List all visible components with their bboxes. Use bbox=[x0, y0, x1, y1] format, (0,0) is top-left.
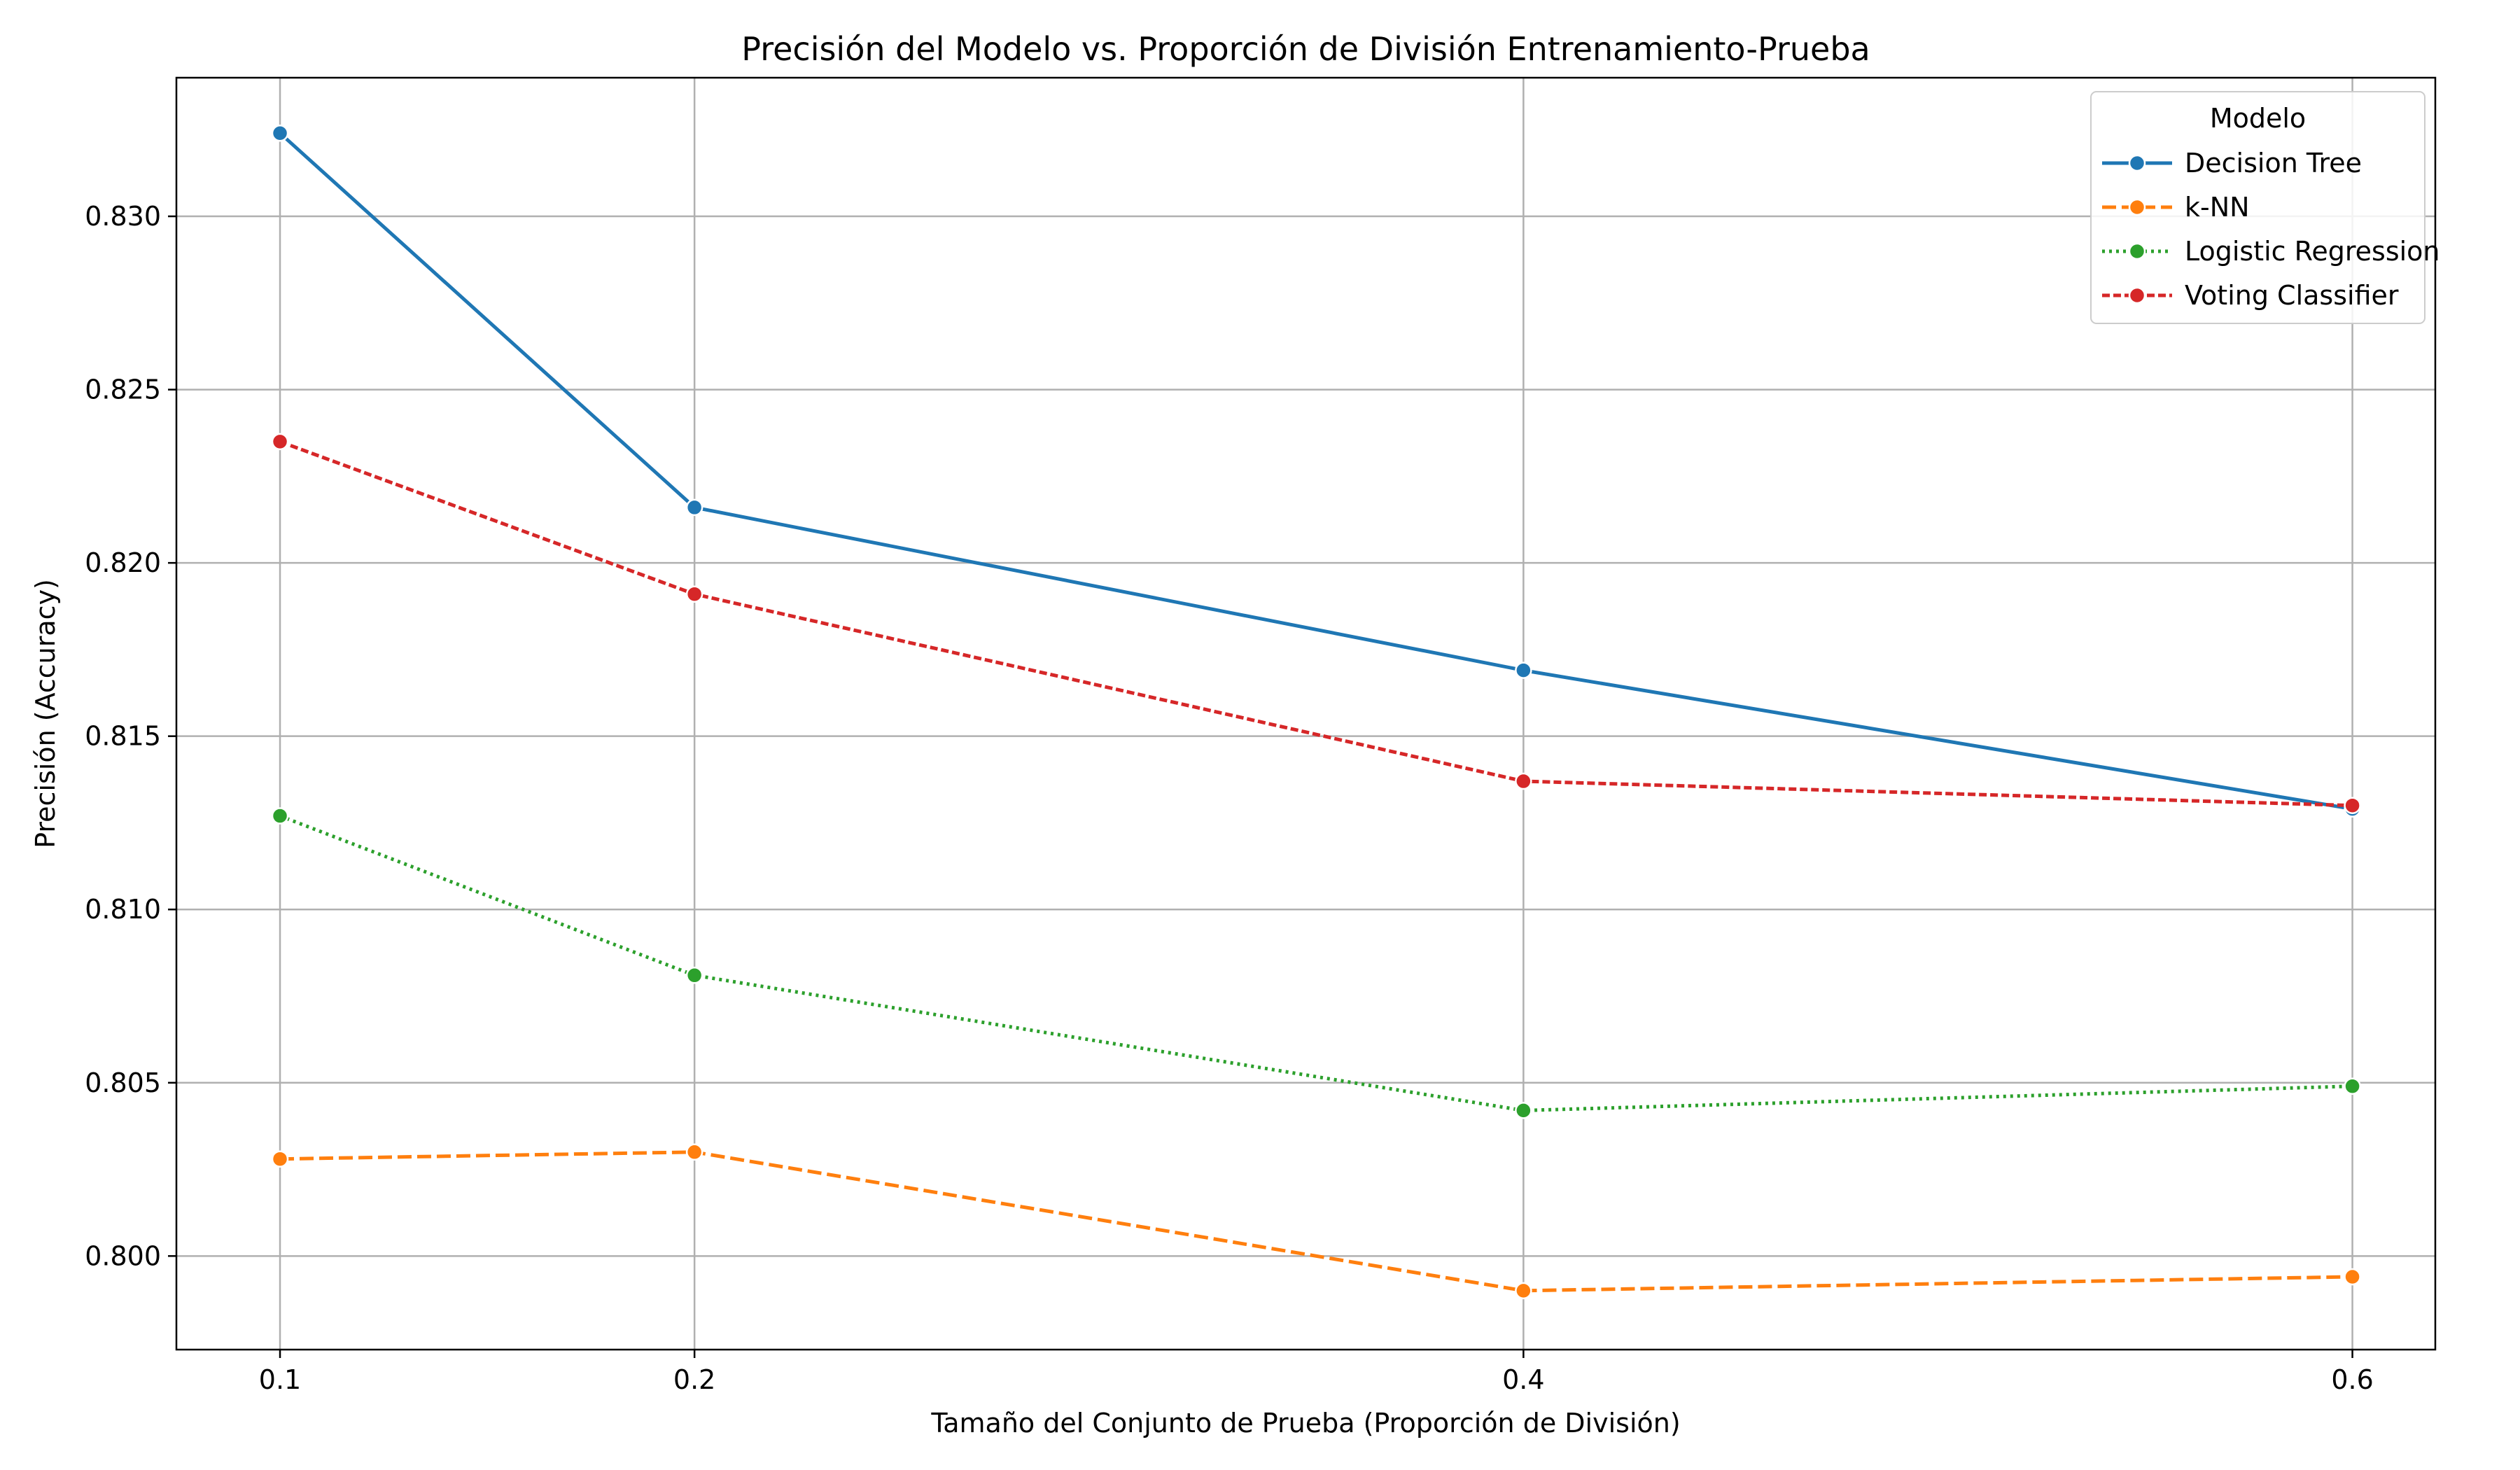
data-point-voting-classifier bbox=[685, 585, 704, 603]
data-point-logistic-regression bbox=[271, 807, 289, 825]
data-point-decision-tree bbox=[271, 124, 289, 142]
legend-label-k-nn: k-NN bbox=[2185, 192, 2250, 223]
x-tick-label: 0.4 bbox=[1502, 1364, 1544, 1395]
y-tick-label: 0.805 bbox=[85, 1068, 161, 1098]
legend-label-logistic-regression: Logistic Regression bbox=[2185, 236, 2440, 267]
y-tick-label: 0.815 bbox=[85, 721, 161, 752]
x-tick-label: 0.2 bbox=[673, 1364, 715, 1395]
grid-layer bbox=[176, 78, 2435, 1350]
data-point-logistic-regression bbox=[2344, 1077, 2361, 1095]
x-tick-label: 0.1 bbox=[259, 1364, 301, 1395]
series-line-logistic-regression bbox=[279, 814, 2353, 1112]
legend-label-voting-classifier: Voting Classifier bbox=[2185, 280, 2399, 311]
series-lines-layer bbox=[279, 132, 2353, 1293]
data-point-voting-classifier bbox=[271, 433, 289, 451]
series-line-voting-classifier bbox=[279, 440, 2353, 808]
legend-marker-voting-classifier bbox=[2128, 286, 2146, 304]
data-point-k-nn bbox=[271, 1150, 289, 1168]
y-axis-label: Precisión (Accuracy) bbox=[30, 579, 61, 848]
data-point-decision-tree bbox=[685, 498, 704, 517]
legend-title: Modelo bbox=[2210, 103, 2306, 134]
data-point-logistic-regression bbox=[685, 967, 704, 984]
y-tick-label: 0.800 bbox=[85, 1240, 161, 1271]
legend-item-logistic-regression: Logistic Regression bbox=[2102, 236, 2440, 267]
legend-box bbox=[2090, 91, 2426, 324]
data-point-voting-classifier bbox=[1515, 772, 1532, 790]
data-point-k-nn bbox=[685, 1143, 704, 1161]
legend-item-decision-tree: Decision Tree bbox=[2102, 148, 2362, 178]
series-markers-layer bbox=[271, 124, 2361, 1300]
y-tick-label: 0.825 bbox=[85, 374, 161, 405]
data-point-logistic-regression bbox=[1515, 1102, 1532, 1119]
legend-item-voting-classifier: Voting Classifier bbox=[2102, 280, 2399, 311]
legend-marker-decision-tree bbox=[2128, 154, 2146, 172]
data-point-decision-tree bbox=[1515, 662, 1532, 679]
data-point-k-nn bbox=[1515, 1282, 1532, 1300]
x-axis-label: Tamaño del Conjunto de Prueba (Proporció… bbox=[930, 1408, 1680, 1438]
y-tick-label: 0.830 bbox=[85, 201, 161, 232]
y-tick-label: 0.810 bbox=[85, 894, 161, 925]
legend: Modelo Decision Tree k-NN Logistic Regress… bbox=[2090, 91, 2440, 324]
data-point-voting-classifier bbox=[2344, 797, 2361, 814]
legend-item-k-nn: k-NN bbox=[2102, 192, 2250, 223]
y-tick-label: 0.820 bbox=[85, 547, 161, 578]
series-line-k-nn bbox=[279, 1150, 2353, 1293]
legend-items: Decision Tree k-NN Logistic Regression Voti… bbox=[2102, 148, 2440, 311]
x-tick-label: 0.6 bbox=[2331, 1364, 2373, 1395]
legend-label-decision-tree: Decision Tree bbox=[2185, 148, 2362, 178]
legend-marker-k-nn bbox=[2128, 198, 2146, 216]
legend-marker-logistic-regression bbox=[2128, 242, 2146, 260]
chart-title: Precisión del Modelo vs. Proporción de D… bbox=[741, 30, 1870, 68]
ticks-layer: 0.1 0.2 0.4 0.6 0.800 0.805 0.810 0.815 0.820 0.8… bbox=[85, 201, 2374, 1395]
plot-frame bbox=[175, 76, 2437, 1351]
series-line-decision-tree bbox=[279, 132, 2353, 811]
data-point-k-nn bbox=[2344, 1268, 2361, 1286]
